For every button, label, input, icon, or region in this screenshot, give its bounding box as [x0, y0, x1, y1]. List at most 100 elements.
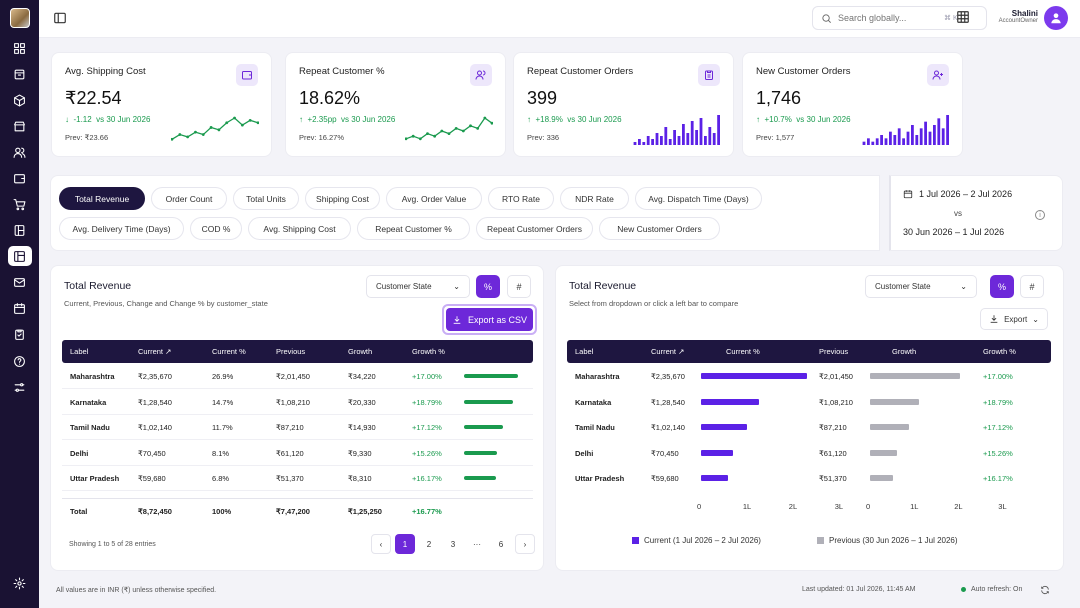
- filter-chip[interactable]: Avg. Dispatch Time (Days): [635, 187, 762, 210]
- filter-chip[interactable]: Avg. Order Value: [386, 187, 482, 210]
- filter-chip[interactable]: RTO Rate: [488, 187, 554, 210]
- dimension-select[interactable]: Customer State ⌄: [366, 275, 470, 298]
- current-bar[interactable]: [701, 475, 728, 482]
- user-info[interactable]: Shalini AccountOwner: [984, 9, 1038, 24]
- current-bar[interactable]: [701, 373, 808, 379]
- sidebar-item-analytics[interactable]: [7, 246, 32, 266]
- brand-logo[interactable]: [9, 8, 30, 28]
- refresh-icon[interactable]: [1040, 585, 1050, 595]
- filter-chip[interactable]: Repeat Customer Orders: [476, 217, 593, 240]
- filter-chip[interactable]: New Customer Orders: [599, 217, 720, 240]
- filter-chip[interactable]: Order Count: [151, 187, 227, 210]
- filter-chip[interactable]: COD %: [190, 217, 242, 240]
- column-header[interactable]: Current ↗: [138, 347, 172, 356]
- filter-chip[interactable]: Total Revenue: [59, 187, 145, 210]
- info-icon[interactable]: i: [1035, 210, 1045, 220]
- sidebar-item-reports[interactable]: [8, 220, 32, 240]
- previous-bar[interactable]: [870, 373, 961, 379]
- sidebar-item-products[interactable]: [8, 90, 32, 110]
- range-vs: vs: [954, 209, 962, 218]
- next-page-button[interactable]: ›: [515, 534, 535, 554]
- count-toggle[interactable]: #: [507, 275, 531, 298]
- filter-chip[interactable]: Avg. Shipping Cost: [248, 217, 351, 240]
- current-bar[interactable]: [701, 398, 760, 405]
- table-row[interactable]: Maharashtra ₹2,35,670 ₹2,01,450 +17.00%: [567, 364, 1051, 389]
- page-button[interactable]: ···: [473, 539, 481, 549]
- sparkline-bar: [704, 136, 707, 145]
- table-cell: Tamil Nadu: [575, 423, 615, 433]
- previous-bar[interactable]: [870, 398, 919, 405]
- table-row[interactable]: Uttar Pradesh ₹59,680 ₹51,370 +16.17%: [567, 466, 1051, 491]
- export-button[interactable]: Export ⌄: [980, 308, 1048, 330]
- sidebar-item-customers[interactable]: [8, 142, 32, 162]
- column-header[interactable]: Current %: [212, 347, 246, 356]
- sidebar-item-settings[interactable]: [13, 577, 26, 595]
- card-title: Total Revenue: [64, 280, 132, 292]
- sidebar-item-mail[interactable]: [8, 272, 32, 292]
- table-row[interactable]: Tamil Nadu ₹1,02,140 11.7% ₹87,210 ₹14,930 +1…: [62, 415, 533, 441]
- auto-refresh[interactable]: Auto refresh: On: [961, 586, 1022, 593]
- percent-toggle[interactable]: %: [990, 275, 1014, 298]
- page-button[interactable]: 1: [395, 534, 415, 554]
- avatar[interactable]: [1044, 6, 1068, 30]
- sidebar-item-wallet[interactable]: [8, 168, 32, 188]
- kpi-vs: vs 30 Jun 2026: [796, 115, 851, 124]
- previous-bar[interactable]: [870, 449, 898, 456]
- kpi-title: New Customer Orders: [756, 66, 851, 77]
- table-cell: ₹59,680: [138, 474, 166, 484]
- filter-chip[interactable]: Total Units: [233, 187, 299, 210]
- column-header[interactable]: Previous: [819, 347, 849, 356]
- search-input[interactable]: [838, 13, 938, 23]
- kpi-card[interactable]: New Customer Orders 1,746 ↑ +10.7% vs 30…: [742, 52, 963, 157]
- sidebar-toggle-icon[interactable]: [53, 11, 67, 25]
- previous-bar[interactable]: [870, 475, 893, 482]
- table-row[interactable]: Delhi ₹70,450 ₹61,120 +15.26%: [567, 441, 1051, 466]
- sidebar-item-help[interactable]: [13, 355, 26, 373]
- sidebar-item-filters[interactable]: [13, 381, 26, 399]
- column-header[interactable]: Current %: [726, 347, 760, 356]
- kpi-card[interactable]: Repeat Customer Orders 399 ↑ +18.9% vs 3…: [513, 52, 734, 157]
- current-bar[interactable]: [701, 424, 747, 431]
- table-row[interactable]: Tamil Nadu ₹1,02,140 ₹87,210 +17.12%: [567, 415, 1051, 440]
- previous-bar[interactable]: [870, 424, 910, 431]
- table-row[interactable]: Maharashtra ₹2,35,670 26.9% ₹2,01,450 ₹34,22…: [62, 364, 533, 389]
- sidebar-item-cart[interactable]: [8, 194, 32, 214]
- sidebar-item-store[interactable]: [8, 116, 32, 136]
- table-row[interactable]: Uttar Pradesh ₹59,680 6.8% ₹51,370 ₹8,310 +16…: [62, 466, 533, 492]
- dimension-select[interactable]: Customer State ⌄: [865, 275, 977, 298]
- sparkline-bar: [638, 139, 641, 145]
- filter-chip[interactable]: Avg. Delivery Time (Days): [59, 217, 184, 240]
- column-header[interactable]: Label: [70, 347, 89, 356]
- sidebar-item-dashboard[interactable]: [8, 38, 32, 58]
- count-toggle[interactable]: #: [1020, 275, 1044, 298]
- sidebar-item-calendar[interactable]: [8, 298, 32, 318]
- column-header[interactable]: Growth: [892, 347, 917, 356]
- prev-page-button[interactable]: ‹: [371, 534, 391, 554]
- table-cell: ₹1,28,540: [651, 397, 685, 407]
- table-row[interactable]: Delhi ₹70,450 8.1% ₹61,120 ₹9,330 +15.26%: [62, 441, 533, 466]
- page-button[interactable]: 3: [450, 539, 456, 549]
- table-row[interactable]: Karnataka ₹1,28,540 ₹1,08,210 +18.79%: [567, 390, 1051, 415]
- global-search[interactable]: ⌘ K: [812, 6, 987, 30]
- filter-chip[interactable]: NDR Rate: [560, 187, 629, 210]
- current-bar[interactable]: [701, 449, 733, 456]
- filter-chip[interactable]: Shipping Cost: [305, 187, 380, 210]
- table-row[interactable]: Karnataka ₹1,28,540 14.7% ₹1,08,210 ₹20,330 +…: [62, 390, 533, 415]
- kpi-card[interactable]: Repeat Customer % 18.62% ↑ +2.35pp vs 30…: [285, 52, 506, 157]
- filter-chip[interactable]: Repeat Customer %: [357, 217, 470, 240]
- column-header[interactable]: Label: [575, 347, 594, 356]
- page-button[interactable]: 2: [426, 539, 432, 549]
- apps-grid-icon[interactable]: [956, 10, 970, 24]
- sidebar-item-orders[interactable]: [8, 64, 32, 84]
- page-button[interactable]: 6: [498, 539, 504, 549]
- export-csv-button[interactable]: Export as CSV: [442, 304, 537, 335]
- kpi-card[interactable]: Avg. Shipping Cost ₹22.54 ↓ -1.12 vs 30 …: [51, 52, 272, 157]
- sidebar-item-tasks[interactable]: [8, 324, 32, 344]
- column-header[interactable]: Previous: [276, 347, 306, 356]
- column-header[interactable]: Growth: [348, 347, 373, 356]
- column-header[interactable]: Growth %: [412, 347, 445, 356]
- percent-toggle[interactable]: %: [476, 275, 500, 298]
- column-header[interactable]: Growth %: [983, 347, 1016, 356]
- column-header[interactable]: Current ↗: [651, 347, 685, 356]
- date-range[interactable]: 1 Jul 2026 – 2 Jul 2026 vs 30 Jun 2026 –…: [889, 175, 1063, 251]
